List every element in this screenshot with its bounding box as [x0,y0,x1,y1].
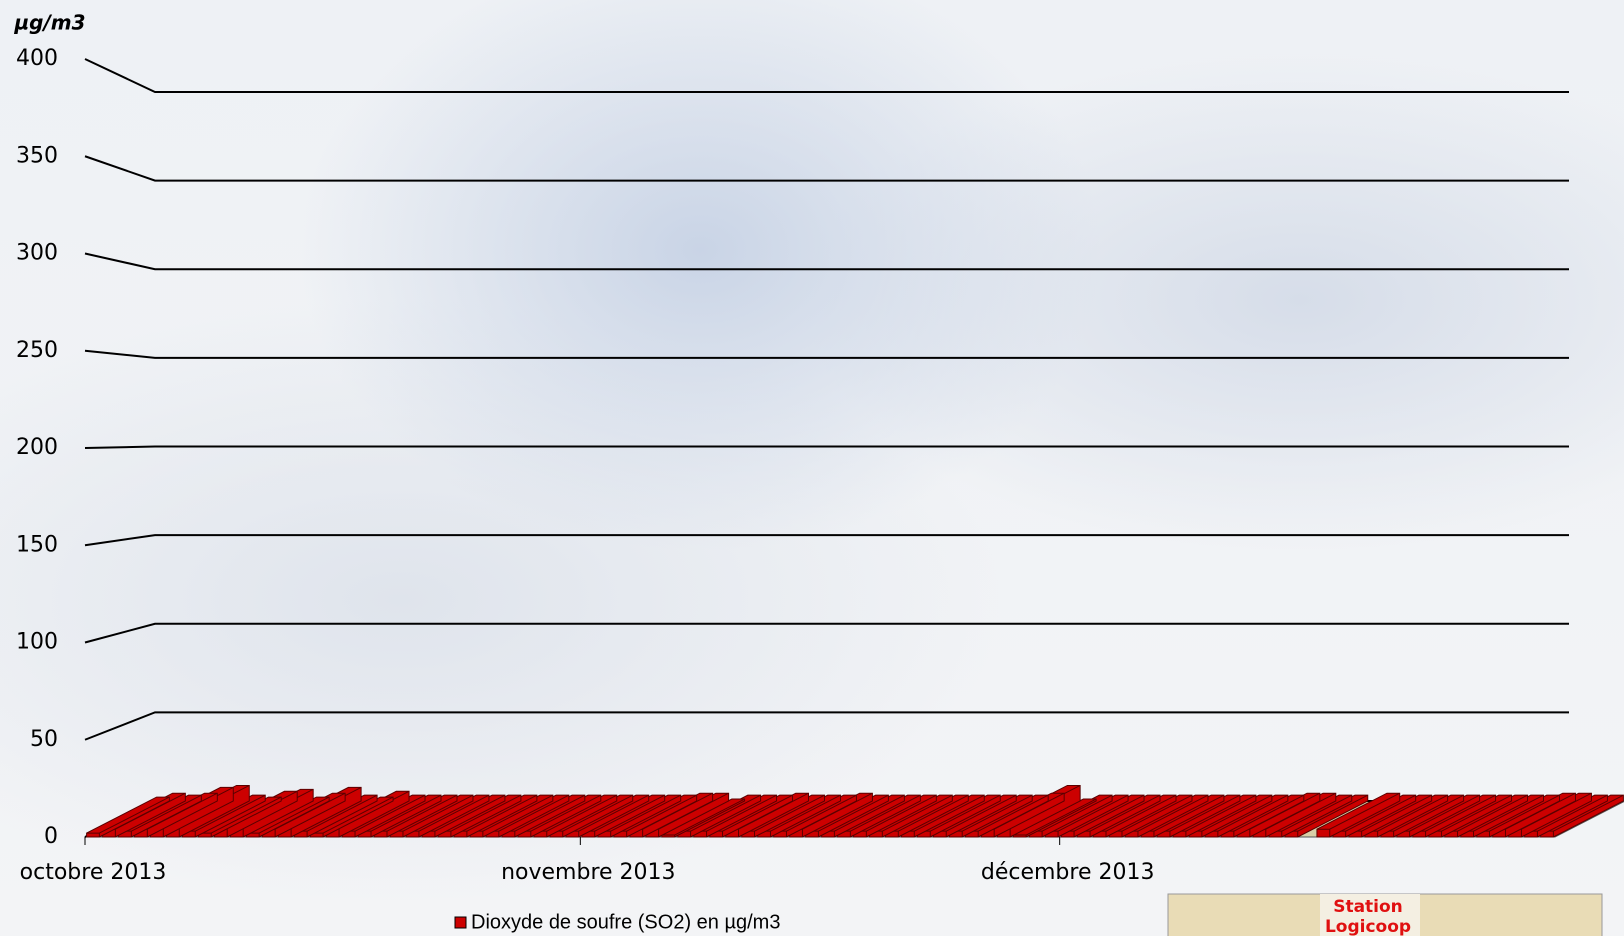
y-tick-label: 50 [30,727,58,752]
grid-line [85,254,1569,270]
grid-line [85,59,1569,92]
grid-line [85,712,1569,739]
y-tick-label: 0 [44,824,58,849]
y-tick-label: 250 [16,338,58,363]
grid-line [85,624,1569,643]
y-tick-label: 350 [16,143,58,168]
inset-label: Logicoop [1325,917,1411,936]
y-tick-label: 150 [16,532,58,557]
y-tick-label: 200 [16,435,58,460]
x-tick-label: décembre 2013 [981,860,1155,885]
y-tick-label: 400 [16,46,58,71]
grid-line [85,535,1569,545]
legend-label: Dioxyde de soufre (SO2) en µg/m3 [471,911,780,933]
legend-swatch [455,917,466,928]
page: µg/m3 0 50 100 150 200 250 300 350 400 octobre 20… [0,0,1624,936]
y-tick-label: 100 [16,630,58,655]
x-tick-label: octobre 2013 [20,860,167,885]
grid-line [85,351,1569,358]
inset-label: Station [1333,897,1403,917]
x-tick-label: novembre 2013 [501,860,675,885]
grid-line [85,156,1569,180]
chart: µg/m3 0 50 100 150 200 250 300 350 400 octobre 20… [0,0,1624,936]
y-axis-title: µg/m3 [13,11,85,35]
grid-line [85,447,1569,449]
map-inset: Station Logicoop [1168,894,1602,936]
y-tick-label: 300 [16,241,58,266]
